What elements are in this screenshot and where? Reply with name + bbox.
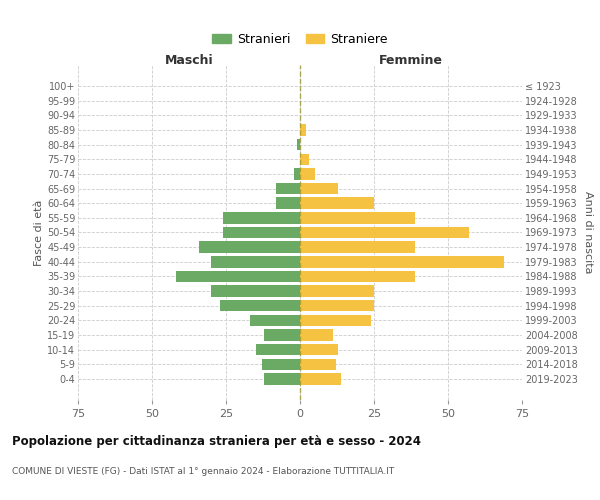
Bar (300, 183, 338, 194)
Text: Maschi: Maschi (164, 54, 214, 67)
Bar (250, 314, 300, 326)
Bar (176, 271, 300, 282)
Bar (277, 183, 300, 194)
Bar (300, 168, 315, 179)
Text: COMUNE DI VIESTE (FG) - Dati ISTAT al 1° gennaio 2024 - Elaborazione TUTTITALIA.: COMUNE DI VIESTE (FG) - Dati ISTAT al 1°… (12, 468, 394, 476)
Bar (300, 286, 374, 297)
Bar (300, 344, 338, 356)
Legend: Stranieri, Straniere: Stranieri, Straniere (207, 28, 393, 50)
Bar (297, 139, 300, 150)
Bar (300, 154, 309, 165)
Bar (300, 198, 374, 209)
Bar (277, 198, 300, 209)
Bar (223, 212, 300, 224)
Bar (256, 344, 300, 356)
Bar (300, 374, 341, 385)
Bar (300, 212, 415, 224)
Bar (300, 124, 306, 136)
Bar (265, 330, 300, 341)
Bar (199, 242, 300, 253)
Bar (300, 242, 415, 253)
Text: Femmine: Femmine (379, 54, 443, 67)
Y-axis label: Fasce di età: Fasce di età (34, 200, 44, 266)
Bar (300, 256, 504, 268)
Bar (300, 330, 332, 341)
Bar (220, 300, 300, 312)
Y-axis label: Anni di nascita: Anni di nascita (583, 191, 593, 274)
Bar (300, 314, 371, 326)
Bar (300, 300, 374, 312)
Bar (211, 286, 300, 297)
Bar (300, 227, 469, 238)
Bar (294, 168, 300, 179)
Bar (265, 374, 300, 385)
Bar (300, 271, 415, 282)
Bar (223, 227, 300, 238)
Bar (300, 358, 335, 370)
Bar (262, 358, 300, 370)
Text: Popolazione per cittadinanza straniera per età e sesso - 2024: Popolazione per cittadinanza straniera p… (12, 435, 421, 448)
Bar (211, 256, 300, 268)
